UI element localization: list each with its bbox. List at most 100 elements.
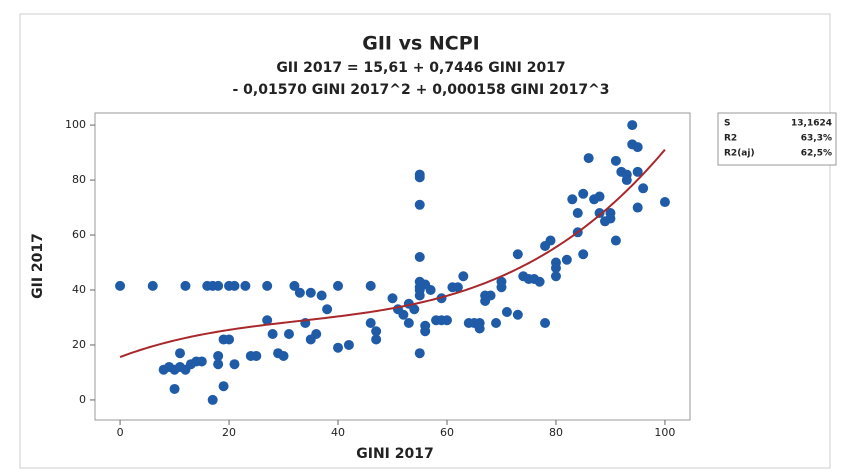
point <box>452 282 463 293</box>
y-tick-label: 0 <box>79 393 86 406</box>
point <box>322 304 333 315</box>
point <box>458 271 469 282</box>
point <box>115 280 126 291</box>
point <box>659 197 670 208</box>
point <box>501 306 512 317</box>
stats-value: 13,1624 <box>791 119 832 129</box>
point <box>512 249 523 260</box>
point <box>414 199 425 210</box>
stats-value: 62,5% <box>801 149 832 159</box>
point <box>333 342 344 353</box>
point <box>545 235 556 246</box>
fit-line <box>119 148 666 358</box>
point <box>414 252 425 263</box>
point <box>578 249 589 260</box>
x-tick-label: 40 <box>331 426 345 439</box>
point <box>605 213 616 224</box>
point <box>196 356 207 367</box>
point <box>594 208 605 219</box>
y-tick-label: 60 <box>72 228 86 241</box>
point <box>578 188 589 199</box>
point <box>425 284 436 295</box>
point <box>594 191 605 202</box>
point <box>365 280 376 291</box>
point <box>294 287 305 298</box>
point <box>147 280 158 291</box>
point <box>409 304 420 315</box>
point <box>534 276 545 287</box>
point <box>632 166 643 177</box>
point <box>540 317 551 328</box>
y-tick-label: 100 <box>65 118 86 131</box>
chart-title: GII vs NCPI <box>362 33 480 55</box>
point <box>262 315 273 326</box>
plot-frame <box>94 112 691 421</box>
point <box>610 235 621 246</box>
point <box>561 254 572 265</box>
stats-label: S <box>724 119 730 129</box>
point <box>485 290 496 301</box>
point <box>420 320 431 331</box>
point <box>567 194 578 205</box>
point <box>365 317 376 328</box>
point <box>289 280 300 291</box>
point <box>213 350 224 361</box>
point <box>403 317 414 328</box>
chart-frame <box>19 13 831 469</box>
point <box>632 202 643 213</box>
stats-label: R2(aj) <box>724 149 755 159</box>
point <box>638 183 649 194</box>
x-axis-label: GINI 2017 <box>356 446 433 462</box>
x-tick-label: 80 <box>549 426 563 439</box>
point <box>414 290 425 301</box>
stats-label: R2 <box>724 134 737 144</box>
point <box>474 317 485 328</box>
point <box>175 348 185 359</box>
x-tick-label: 20 <box>222 426 236 439</box>
point <box>169 383 180 394</box>
point <box>207 394 218 405</box>
point <box>224 334 235 345</box>
point <box>550 263 561 274</box>
point <box>240 280 251 291</box>
point <box>512 309 523 320</box>
point <box>316 290 327 301</box>
point <box>491 317 502 328</box>
point <box>550 271 561 282</box>
point <box>572 208 583 219</box>
point <box>387 293 398 304</box>
point <box>621 175 632 186</box>
point <box>610 155 621 166</box>
stats-box <box>717 112 837 166</box>
point <box>583 153 594 164</box>
point <box>441 315 452 326</box>
point <box>333 280 344 291</box>
point <box>229 280 240 291</box>
point <box>496 282 507 293</box>
point <box>343 339 354 350</box>
x-tick-label: 100 <box>654 426 675 439</box>
point <box>371 326 382 337</box>
point <box>311 328 322 339</box>
point <box>627 120 638 131</box>
point <box>398 309 409 320</box>
stats-value: 63,3% <box>801 134 832 144</box>
point <box>229 359 240 370</box>
x-tick-label: 60 <box>440 426 454 439</box>
chart-subtitle: GII 2017 = 15,61 + 0,7446 GINI 2017 <box>276 60 565 76</box>
point <box>218 381 229 392</box>
point <box>632 142 643 153</box>
point <box>283 328 294 339</box>
point <box>414 348 425 359</box>
point <box>180 280 191 291</box>
y-tick-label: 80 <box>72 173 86 186</box>
point <box>251 350 262 361</box>
chart-subtitle: - 0,01570 GINI 2017^2 + 0,000158 GINI 20… <box>232 82 609 98</box>
x-tick-label: 0 <box>117 426 124 439</box>
point <box>278 350 289 361</box>
point <box>213 280 224 291</box>
point <box>262 280 273 291</box>
point <box>371 334 382 345</box>
y-tick-label: 40 <box>72 283 86 296</box>
